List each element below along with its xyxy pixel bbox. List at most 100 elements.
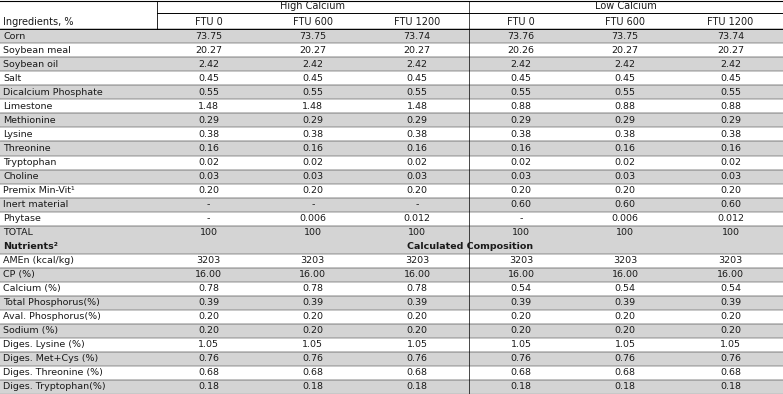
Text: 0.39: 0.39 (302, 298, 323, 307)
Text: 0.02: 0.02 (302, 158, 323, 167)
Text: 0.20: 0.20 (198, 186, 219, 195)
Text: 0.20: 0.20 (615, 312, 636, 322)
Text: 0.38: 0.38 (615, 130, 636, 139)
Text: -: - (415, 200, 419, 209)
Text: 73.74: 73.74 (403, 32, 431, 41)
Text: 0.18: 0.18 (198, 383, 219, 392)
Text: 2.42: 2.42 (406, 60, 428, 69)
Text: 1.05: 1.05 (615, 340, 636, 349)
Bar (0, 169, 783, 184)
Text: 0.16: 0.16 (302, 144, 323, 153)
Text: 100: 100 (512, 228, 530, 237)
Text: Inert material: Inert material (3, 200, 68, 209)
Text: 0.68: 0.68 (198, 368, 219, 377)
Text: Nutrients²: Nutrients² (3, 242, 58, 251)
Text: 100: 100 (200, 228, 218, 237)
Text: 0.18: 0.18 (511, 383, 532, 392)
Text: Threonine: Threonine (3, 144, 51, 153)
Bar (0, 296, 783, 310)
Text: 16.00: 16.00 (403, 270, 431, 279)
Text: 0.60: 0.60 (615, 200, 636, 209)
Text: 20.27: 20.27 (717, 46, 744, 55)
Text: 20.27: 20.27 (403, 46, 431, 55)
Text: 0.16: 0.16 (615, 144, 636, 153)
Text: 0.68: 0.68 (720, 368, 741, 377)
Text: 100: 100 (616, 228, 634, 237)
Text: 3203: 3203 (405, 256, 429, 265)
Bar (0, 85, 783, 99)
Text: 0.39: 0.39 (511, 298, 532, 307)
Text: FTU 600: FTU 600 (293, 17, 333, 27)
Text: 1.05: 1.05 (511, 340, 532, 349)
Text: 0.45: 0.45 (302, 74, 323, 83)
Text: 1.05: 1.05 (406, 340, 428, 349)
Text: 3203: 3203 (509, 256, 533, 265)
Text: 0.02: 0.02 (406, 158, 428, 167)
Text: 0.54: 0.54 (615, 284, 636, 293)
Text: 0.39: 0.39 (720, 298, 741, 307)
Text: 100: 100 (722, 228, 739, 237)
Text: FTU 0: FTU 0 (195, 17, 222, 27)
Text: 0.03: 0.03 (615, 172, 636, 181)
Text: Low Calcium: Low Calcium (595, 1, 656, 11)
Text: 0.03: 0.03 (198, 172, 219, 181)
Text: 0.20: 0.20 (406, 312, 428, 322)
Text: Aval. Phosphorus(%): Aval. Phosphorus(%) (3, 312, 101, 322)
Text: 20.27: 20.27 (612, 46, 639, 55)
Text: 3203: 3203 (613, 256, 637, 265)
Text: 0.68: 0.68 (511, 368, 532, 377)
Text: 0.29: 0.29 (302, 116, 323, 125)
Text: 0.02: 0.02 (615, 158, 636, 167)
Text: 0.45: 0.45 (511, 74, 532, 83)
Text: 1.48: 1.48 (198, 102, 219, 111)
Text: Calculated Composition: Calculated Composition (406, 242, 533, 251)
Text: FTU 1200: FTU 1200 (707, 17, 754, 27)
Text: 0.55: 0.55 (302, 88, 323, 97)
Text: Diges. Threonine (%): Diges. Threonine (%) (3, 368, 103, 377)
Text: 73.75: 73.75 (299, 32, 327, 41)
Text: 0.29: 0.29 (511, 116, 532, 125)
Text: 0.18: 0.18 (615, 383, 636, 392)
Text: Corn: Corn (3, 32, 25, 41)
Text: TOTAL: TOTAL (3, 228, 33, 237)
Text: 0.20: 0.20 (720, 326, 741, 335)
Text: 20.26: 20.26 (507, 46, 535, 55)
Text: 1.48: 1.48 (406, 102, 428, 111)
Text: Diges. Lysine (%): Diges. Lysine (%) (3, 340, 85, 349)
Text: 73.76: 73.76 (507, 32, 535, 41)
Text: 0.20: 0.20 (615, 186, 636, 195)
Text: FTU 600: FTU 600 (605, 17, 645, 27)
Text: 73.75: 73.75 (195, 32, 222, 41)
Text: 0.55: 0.55 (615, 88, 636, 97)
Text: 20.27: 20.27 (299, 46, 327, 55)
Text: 0.20: 0.20 (511, 186, 532, 195)
Text: CP (%): CP (%) (3, 270, 35, 279)
Text: 0.76: 0.76 (615, 355, 636, 363)
Text: 0.54: 0.54 (720, 284, 741, 293)
Bar (0, 128, 783, 141)
Text: 0.006: 0.006 (612, 214, 639, 223)
Text: 0.78: 0.78 (406, 284, 428, 293)
Text: Soybean oil: Soybean oil (3, 60, 58, 69)
Text: 0.006: 0.006 (299, 214, 327, 223)
Text: 0.20: 0.20 (511, 326, 532, 335)
Text: 0.29: 0.29 (198, 116, 219, 125)
Text: 0.88: 0.88 (511, 102, 532, 111)
Text: 0.55: 0.55 (511, 88, 532, 97)
Text: 16.00: 16.00 (717, 270, 744, 279)
Text: Premix Min-Vit¹: Premix Min-Vit¹ (3, 186, 75, 195)
Text: 0.16: 0.16 (720, 144, 741, 153)
Text: 0.45: 0.45 (406, 74, 428, 83)
Text: 16.00: 16.00 (299, 270, 327, 279)
Text: Dicalcium Phosphate: Dicalcium Phosphate (3, 88, 103, 97)
Bar (0, 352, 783, 366)
Bar (0, 113, 783, 128)
Text: Sodium (%): Sodium (%) (3, 326, 58, 335)
Text: 0.20: 0.20 (406, 186, 428, 195)
Text: Diges. Tryptophan(%): Diges. Tryptophan(%) (3, 383, 106, 392)
Bar (0, 282, 783, 296)
Bar (0, 57, 783, 71)
Text: -: - (311, 200, 315, 209)
Text: 0.02: 0.02 (720, 158, 741, 167)
Text: Phytase: Phytase (3, 214, 41, 223)
